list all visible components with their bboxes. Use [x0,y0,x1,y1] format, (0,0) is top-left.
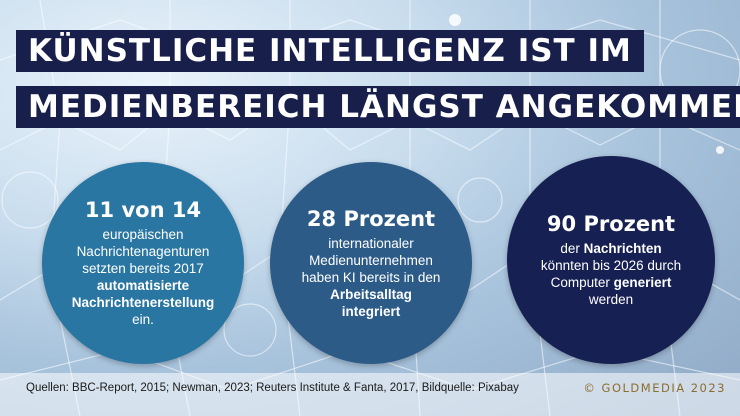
stat-line: könnten bis 2026 durch [540,258,682,273]
stat-line: ein. [132,312,154,327]
stat-headline: 90 Prozent [546,212,676,236]
stat-bold-part: generiert [613,275,672,290]
stat-line: Computer generiert [541,274,681,291]
stat-line: setzten bereits 2017 [82,261,204,276]
stat-circle-news: 90 Prozent der Nachrichten könnten bis 2… [507,156,715,364]
brand-logo: © GOLDMEDIA 2023 [583,381,726,395]
stat-bold-line: integriert [341,303,401,319]
stat-circle-agencies: 11 von 14 europäischen Nachrichtenagentu… [42,162,244,364]
stat-line: Nachrichtenagenturen [76,244,210,259]
stat-headline: 11 von 14 [84,198,202,222]
stat-text: europäischen Nachrichtenagenturen setzte… [72,226,215,328]
stat-bold-line: Nachrichtenerstellung [71,295,215,310]
stat-line: internationaler [328,235,414,251]
stat-bold-line: Arbeitsalltag [330,286,412,302]
stat-circle-media-companies: 28 Prozent internationaler Medienunterne… [270,162,472,364]
stat-text-part: Computer [550,275,614,290]
stat-line: haben KI bereits in den [301,269,441,285]
stat-line: der Nachrichten [541,240,681,257]
stat-line: Medienunternehmen [309,252,433,268]
stat-text: internationaler Medienunternehmen haben … [302,235,441,320]
stat-bold-line: automatisierte [96,278,190,293]
stat-line: werden [588,292,634,307]
sources-text: Quellen: BBC-Report, 2015; Newman, 2023;… [26,382,519,394]
stat-headline: 28 Prozent [306,206,436,231]
stat-text: der Nachrichten könnten bis 2026 durch C… [541,240,681,308]
title-line-1: KÜNSTLICHE INTELLIGENZ IST IM [16,30,644,72]
footer-band [0,373,740,416]
stat-text-part: der [560,241,584,256]
stat-line: europäischen [102,227,184,242]
title-line-2: MEDIENBEREICH LÄNGST ANGEKOMMEN [16,86,740,128]
stat-bold-part: Nachrichten [583,241,662,256]
